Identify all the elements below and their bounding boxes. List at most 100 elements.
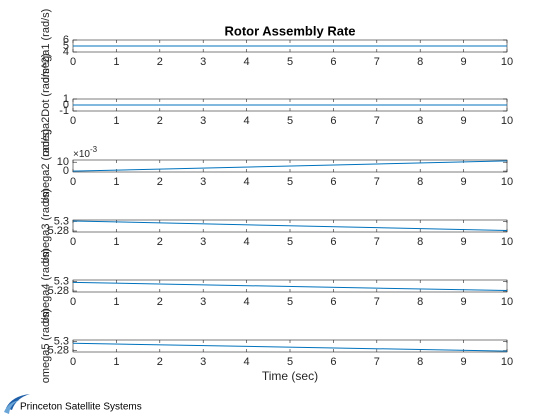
x-tick-label: 8: [417, 115, 423, 127]
y-axis-label: omega2 (rad/s): [40, 129, 52, 204]
x-tick-label: 9: [461, 115, 467, 127]
y-tick-label: 10: [57, 156, 69, 168]
x-tick-label: 3: [200, 56, 206, 68]
y-tick-label: 5.28: [48, 285, 69, 297]
x-tick-label: 3: [200, 115, 206, 127]
logo-swoosh: [6, 394, 30, 410]
axis-exponent: ×10-3: [73, 145, 98, 160]
x-tick-label: 9: [461, 356, 467, 368]
y-tick-label: 5: [63, 40, 69, 52]
x-tick-label: 10: [501, 356, 513, 368]
y-tick-label: 5.3: [54, 215, 69, 227]
x-tick-label: 7: [374, 296, 380, 308]
x-tick-label: 7: [374, 115, 380, 127]
x-tick-label: 8: [417, 356, 423, 368]
x-tick-label: 5: [287, 115, 293, 127]
x-tick-label: 6: [330, 176, 336, 188]
x-tick-label: 5: [287, 356, 293, 368]
y-tick-label: 5.3: [54, 275, 69, 287]
x-tick-label: 5: [287, 56, 293, 68]
x-tick-label: 7: [374, 176, 380, 188]
x-tick-label: 0: [70, 115, 76, 127]
x-tick-label: 8: [417, 236, 423, 248]
y-tick-label: 5.3: [54, 335, 69, 347]
x-tick-label: 4: [244, 56, 250, 68]
x-tick-label: 1: [113, 176, 119, 188]
y-axis-label: omega4 (rad/s): [40, 249, 52, 324]
x-tick-label: 6: [330, 56, 336, 68]
y-axis-label: omega5 (rad/s): [40, 309, 52, 384]
y-tick-label: 5.28: [48, 345, 69, 357]
x-tick-label: 9: [461, 56, 467, 68]
x-tick-label: 10: [501, 176, 513, 188]
y-tick-label: 1: [63, 93, 69, 105]
y-tick-label: 0: [63, 165, 69, 177]
logo: Princeton Satellite Systems: [4, 394, 142, 414]
chart-title: Rotor Assembly Rate: [225, 23, 356, 38]
x-tick-label: 0: [70, 176, 76, 188]
x-tick-label: 3: [200, 296, 206, 308]
logo-text: Princeton Satellite Systems: [20, 402, 142, 413]
x-tick-label: 1: [113, 115, 119, 127]
x-tick-label: 2: [157, 56, 163, 68]
x-tick-label: 7: [374, 236, 380, 248]
x-tick-label: 6: [330, 115, 336, 127]
y-tick-label: 0: [63, 99, 69, 111]
x-tick-label: 10: [501, 56, 513, 68]
y-axis-label: omega3 (rad/s): [40, 189, 52, 264]
x-tick-label: 10: [501, 115, 513, 127]
x-tick-label: 0: [70, 236, 76, 248]
y-tick-label: -1: [59, 105, 69, 117]
x-tick-label: 3: [200, 356, 206, 368]
x-tick-label: 4: [244, 115, 250, 127]
x-tick-label: 3: [200, 176, 206, 188]
exponent-power: -3: [90, 145, 98, 154]
x-tick-label: 4: [244, 356, 250, 368]
x-tick-label: 2: [157, 356, 163, 368]
x-tick-label: 7: [374, 56, 380, 68]
x-tick-label: 1: [113, 56, 119, 68]
y-axis-label: omega1 (rad/s): [40, 9, 52, 84]
x-tick-label: 4: [244, 176, 250, 188]
x-axis-label: Time (sec): [262, 369, 318, 383]
x-tick-label: 2: [157, 236, 163, 248]
x-tick-label: 7: [374, 356, 380, 368]
x-tick-label: 9: [461, 236, 467, 248]
y-tick-label: 6: [63, 34, 69, 46]
y-tick-label: 4: [63, 46, 69, 58]
x-tick-label: 9: [461, 176, 467, 188]
data-line: [72, 281, 508, 292]
x-tick-label: 0: [70, 56, 76, 68]
x-tick-label: 10: [501, 296, 513, 308]
x-tick-label: 3: [200, 236, 206, 248]
exponent-base: ×10: [73, 149, 90, 160]
x-tick-label: 1: [113, 236, 119, 248]
x-tick-label: 2: [157, 115, 163, 127]
x-tick-label: 8: [417, 56, 423, 68]
data-line: [72, 160, 508, 172]
x-tick-label: 4: [244, 296, 250, 308]
x-tick-label: 8: [417, 176, 423, 188]
x-tick-label: 6: [330, 296, 336, 308]
x-tick-label: 1: [113, 356, 119, 368]
x-tick-label: 5: [287, 176, 293, 188]
x-tick-label: 2: [157, 296, 163, 308]
x-tick-label: 1: [113, 296, 119, 308]
x-tick-label: 9: [461, 296, 467, 308]
y-tick-label: 5.28: [48, 225, 69, 237]
x-tick-label: 2: [157, 176, 163, 188]
x-tick-label: 5: [287, 296, 293, 308]
y-axis-label: omega2Dot (rad/s^2): [40, 54, 52, 157]
x-tick-label: 6: [330, 356, 336, 368]
x-tick-label: 5: [287, 236, 293, 248]
x-tick-label: 6: [330, 236, 336, 248]
x-tick-label: 4: [244, 236, 250, 248]
data-line: [72, 220, 508, 232]
x-tick-label: 0: [70, 356, 76, 368]
x-tick-label: 8: [417, 296, 423, 308]
x-tick-label: 10: [501, 236, 513, 248]
logo-swoosh: [4, 400, 20, 414]
x-tick-label: 0: [70, 296, 76, 308]
data-line: [72, 342, 508, 352]
